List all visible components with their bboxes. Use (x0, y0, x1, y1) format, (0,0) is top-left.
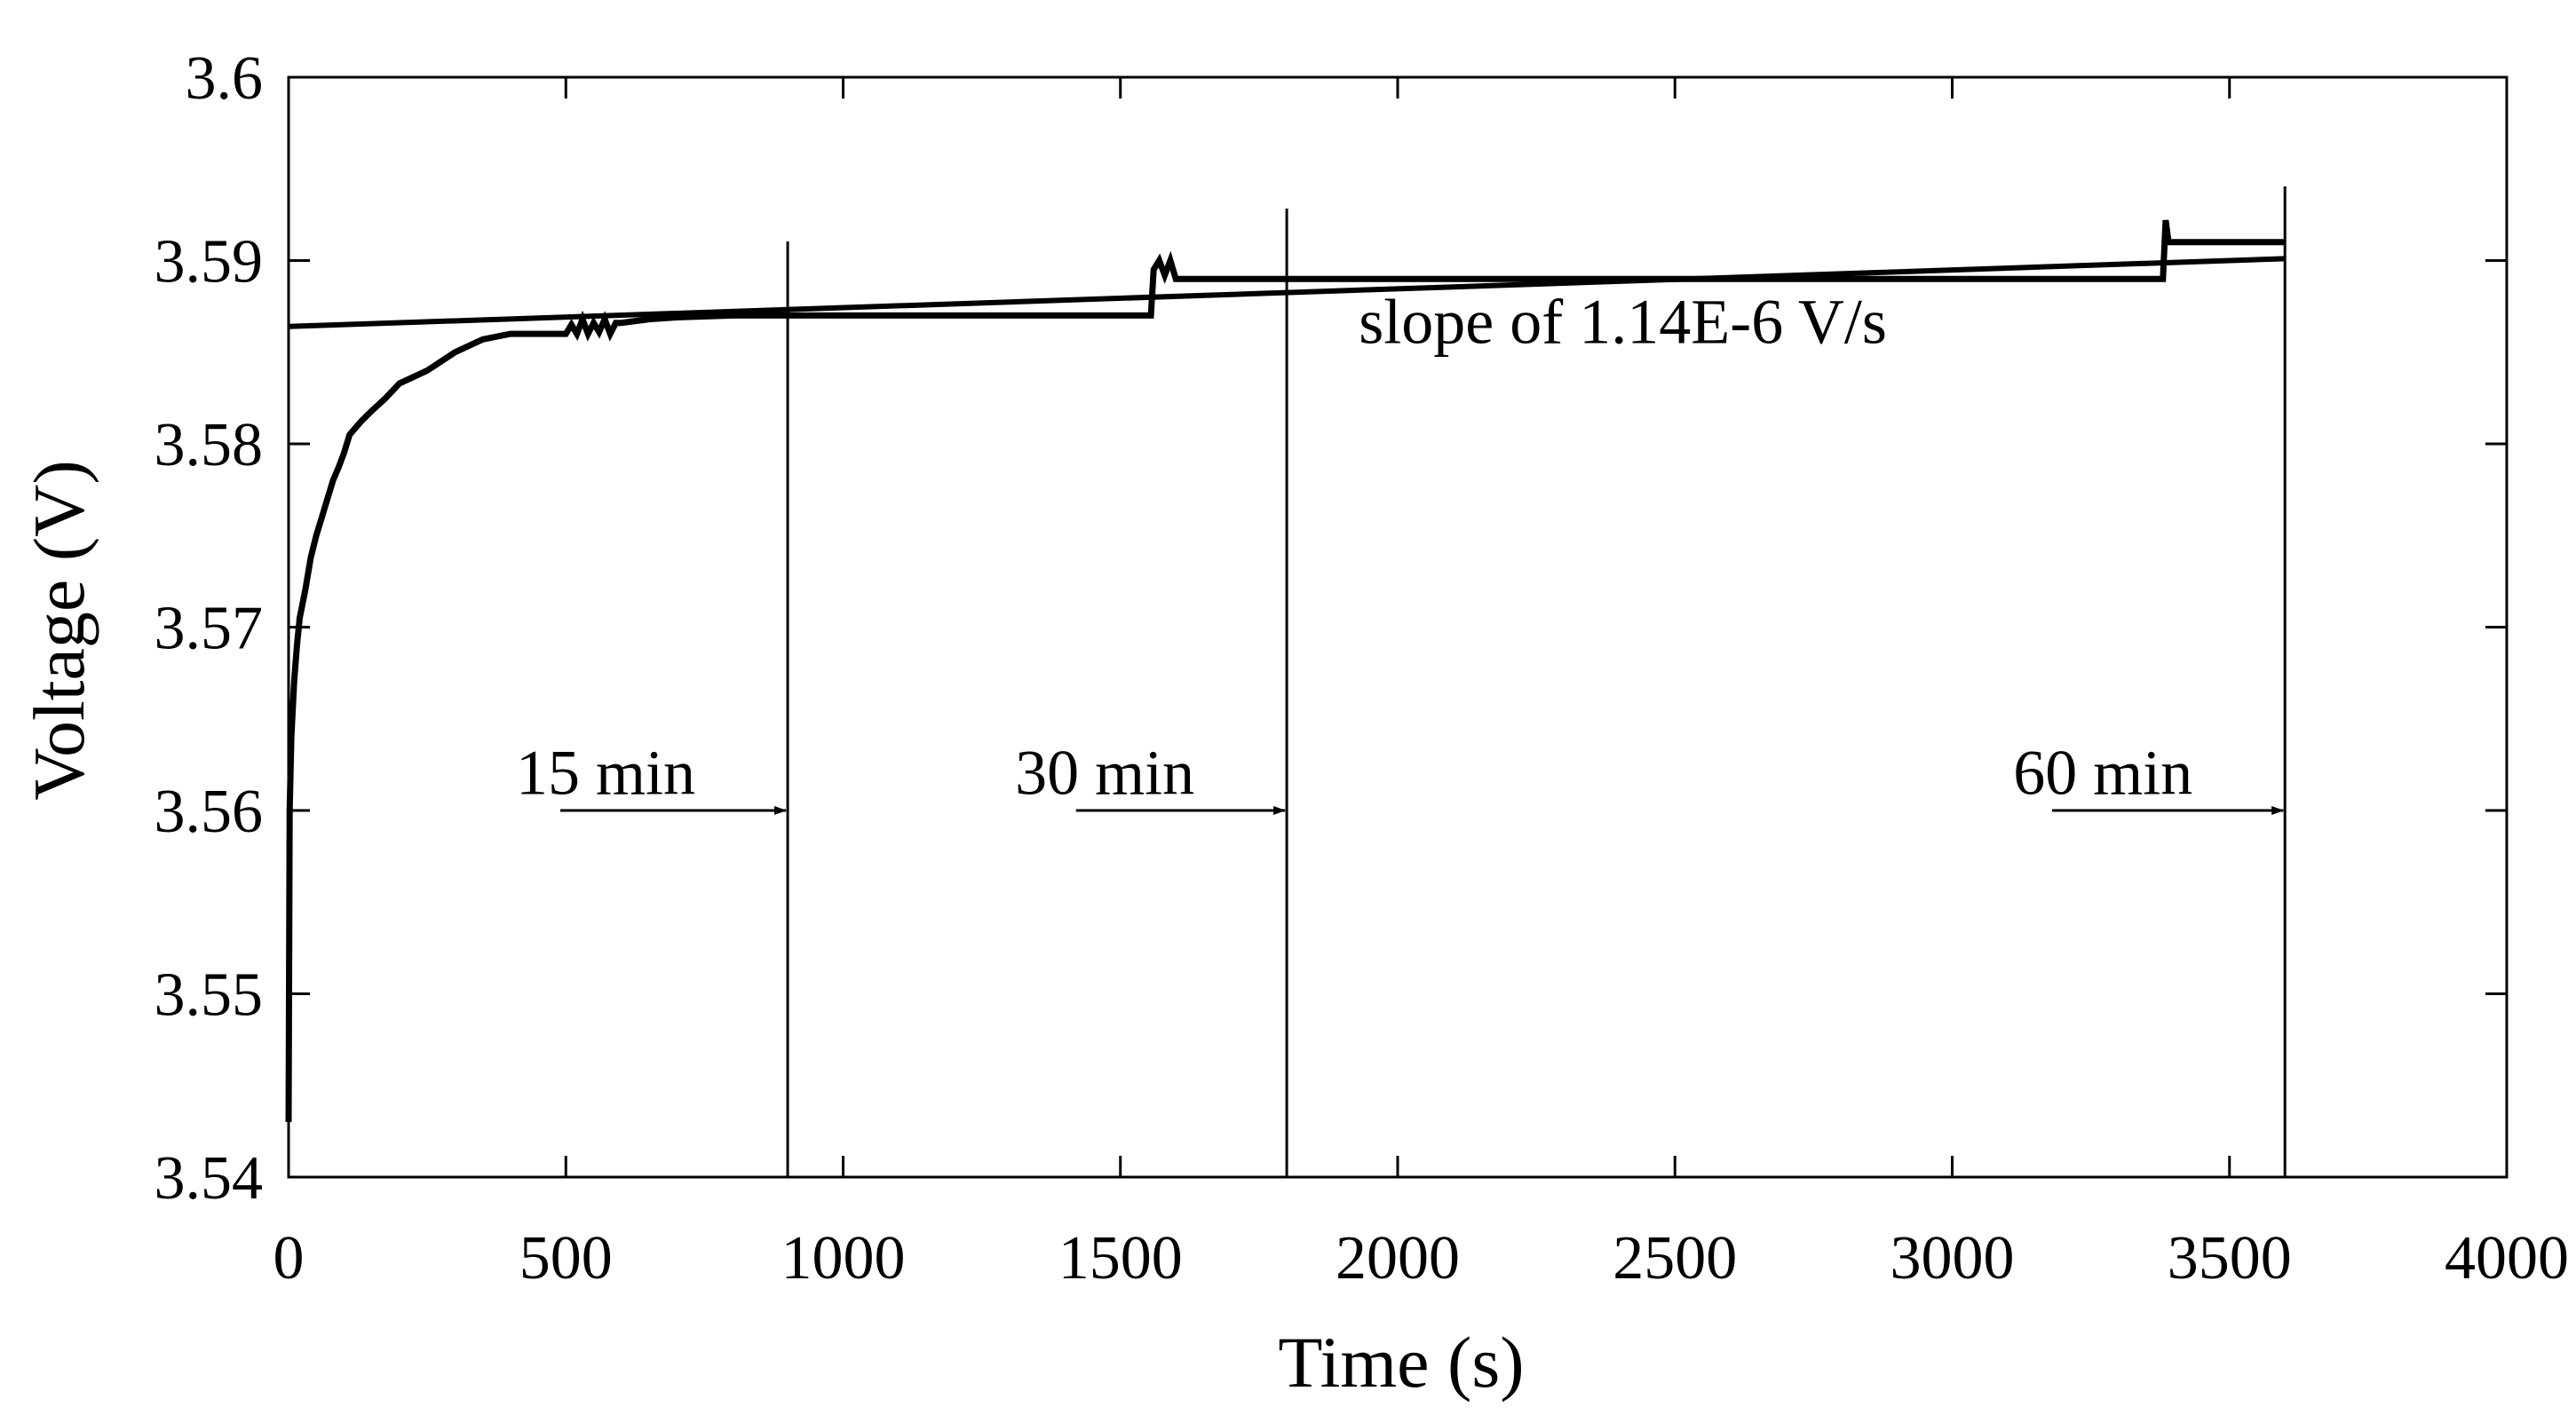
x-tick-label: 3500 (2168, 1224, 2292, 1292)
annotation-text: 30 min (1015, 737, 1194, 808)
x-tick-label: 1000 (781, 1224, 906, 1292)
series-line (288, 256, 2286, 329)
x-tick-label: 3000 (1890, 1224, 2015, 1292)
x-tick-label: 1500 (1058, 1224, 1183, 1292)
y-tick-label: 3.54 (155, 1144, 264, 1213)
y-axis-label: Voltage (V) (19, 460, 99, 800)
y-tick-label: 3.57 (155, 595, 264, 663)
y-tick-label: 3.55 (155, 961, 264, 1030)
y-tick-label: 3.58 (155, 411, 264, 479)
annotation-text: 60 min (2013, 737, 2192, 808)
plot-area (285, 186, 2287, 1177)
y-tick-label: 3.56 (155, 778, 264, 846)
x-tick-label: 4000 (2445, 1224, 2569, 1292)
x-tick-label: 0 (273, 1224, 305, 1292)
annotation-layer: slope of 1.14E-6 V/s 15 min 30 min 60 min (516, 286, 2285, 815)
y-tick-label: 3.6 (186, 44, 264, 113)
x-tick-label: 2000 (1336, 1224, 1460, 1292)
x-tick-label: 500 (519, 1224, 613, 1292)
series-line (285, 219, 2286, 1123)
annotation-text: slope of 1.14E-6 V/s (1359, 286, 1887, 357)
y-tick-label: 3.59 (155, 228, 264, 296)
x-axis-label: Time (s) (1278, 1322, 1524, 1403)
axes: 0 500 1000 1500 2000 2500 3000 3500 4000 3.54 3.55… (155, 44, 2570, 1292)
annotation-text: 15 min (516, 737, 695, 808)
x-tick-label: 2500 (1613, 1224, 1737, 1292)
